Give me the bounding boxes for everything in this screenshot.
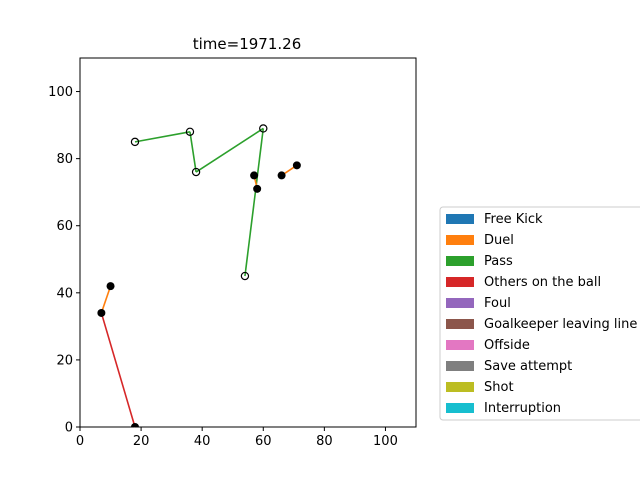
open-point bbox=[240, 271, 250, 281]
x-tick-label: 20 bbox=[133, 434, 150, 449]
event-line-pass bbox=[195, 127, 264, 173]
legend-label: Offside bbox=[484, 338, 530, 353]
legend-label: Pass bbox=[484, 254, 513, 269]
legend-label: Duel bbox=[484, 233, 514, 248]
filled-point bbox=[130, 423, 139, 427]
y-tick-label: 60 bbox=[56, 219, 73, 234]
filled-point bbox=[106, 282, 115, 291]
filled-point bbox=[250, 171, 259, 180]
legend-swatch bbox=[446, 403, 474, 413]
event-line-duel bbox=[100, 285, 112, 314]
points bbox=[97, 124, 301, 427]
y-tick-label: 0 bbox=[65, 421, 73, 436]
event-line-pass bbox=[244, 128, 265, 277]
legend-label: Interruption bbox=[484, 401, 561, 416]
legend-swatch bbox=[446, 382, 474, 392]
plot-area: 0 20 40 60 80 100 0 20 40 60 80 100 bbox=[48, 57, 417, 449]
legend-swatch bbox=[446, 319, 474, 329]
legend-swatch bbox=[446, 298, 474, 308]
legend-swatch bbox=[446, 214, 474, 224]
legend-swatch bbox=[446, 277, 474, 287]
filled-point bbox=[253, 184, 262, 193]
x-tick-label: 80 bbox=[316, 434, 333, 449]
open-point bbox=[130, 137, 140, 147]
filled-point bbox=[97, 308, 106, 317]
x-tick-label: 100 bbox=[373, 434, 398, 449]
event-line-pass bbox=[189, 131, 197, 173]
legend-swatch bbox=[446, 235, 474, 245]
filled-point bbox=[292, 161, 301, 170]
legend-swatch bbox=[446, 361, 474, 371]
event-line-pass bbox=[134, 131, 191, 143]
legend: Free Kick Duel Pass Others on the ball Foul G… bbox=[439, 206, 640, 421]
legend-label: Goalkeeper leaving line bbox=[484, 317, 637, 332]
legend-swatch bbox=[446, 256, 474, 266]
y-tick-label: 100 bbox=[48, 85, 73, 100]
open-point bbox=[191, 167, 201, 177]
legend-label: Others on the ball bbox=[484, 275, 601, 290]
axes-frame bbox=[79, 57, 417, 428]
legend-label: Free Kick bbox=[484, 212, 543, 227]
open-point bbox=[259, 124, 268, 133]
y-tick-label: 20 bbox=[56, 353, 73, 368]
x-tick-label: 40 bbox=[194, 434, 211, 449]
open-point bbox=[185, 127, 195, 136]
y-tick-label: 80 bbox=[56, 152, 73, 167]
legend-label: Save attempt bbox=[484, 359, 572, 374]
filled-point bbox=[277, 171, 286, 180]
x-tick-label: 0 bbox=[76, 434, 84, 449]
chart-title: time=1971.26 bbox=[193, 35, 302, 53]
legend-label: Foul bbox=[484, 296, 511, 311]
y-tick-label: 40 bbox=[56, 286, 73, 301]
legend-box bbox=[439, 206, 640, 421]
x-tick-label: 60 bbox=[255, 434, 272, 449]
legend-label: Shot bbox=[484, 380, 514, 395]
event-line-others-on-the-ball bbox=[100, 312, 136, 428]
legend-swatch bbox=[446, 340, 474, 350]
